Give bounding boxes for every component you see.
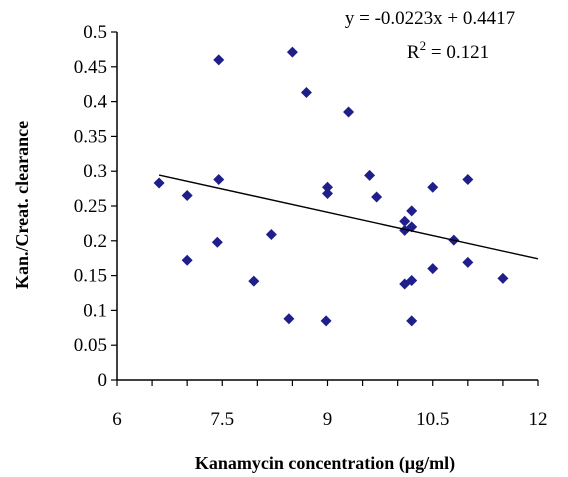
r-squared-value: = 0.121 [426,42,489,63]
y-tick-label: 0.15 [74,266,107,287]
x-axis-ticks: 6 7.5 9 10.5 12 [112,380,548,430]
y-axis-ticks: 0 0.05 0.1 0.15 0.2 0.25 0.3 0.35 0.4 0.45 0.5 [74,22,117,391]
data-point [213,174,225,186]
data-point [406,205,418,217]
y-tick-label: 0.25 [74,196,107,217]
data-point [213,54,225,66]
trend-line [158,174,539,260]
y-axis-title: Kan./Creat. clearance [12,121,32,289]
data-point [181,254,193,266]
y-tick-label: 0.1 [83,300,107,321]
data-point [462,174,474,186]
r-squared-prefix: R [407,42,420,63]
data-point [399,215,411,227]
data-point [462,256,474,268]
data-point [283,313,295,325]
data-point [248,275,260,287]
y-tick-label: 0 [98,370,108,391]
data-point [322,187,333,199]
x-tick-label: 10.5 [416,409,449,430]
data-points [153,46,509,327]
data-point [343,106,355,118]
data-point [265,229,277,241]
data-point [153,177,165,189]
r-squared-label: R2 = 0.121 [407,38,489,63]
trend-equation: y = -0.0223x + 0.4417 [345,8,515,29]
data-point [181,190,193,202]
y-tick-label: 0.35 [74,126,107,147]
data-point [406,315,418,327]
y-tick-label: 0.05 [74,335,107,356]
x-axis-title: Kanamycin concentration (µg/ml) [195,453,455,474]
data-point [406,274,418,286]
data-point [497,272,509,284]
data-point [286,46,298,58]
x-tick-label: 7.5 [210,409,234,430]
data-point [300,87,312,99]
data-point [427,263,439,275]
y-tick-label: 0.4 [83,92,107,113]
data-point [211,236,223,248]
y-tick-label: 0.2 [83,231,107,252]
data-point [364,169,376,181]
y-tick-label: 0.3 [83,161,107,182]
data-point [320,315,332,327]
x-tick-label: 12 [529,409,548,430]
y-tick-label: 0.5 [83,22,107,43]
x-tick-label: 9 [323,409,333,430]
x-tick-label: 6 [112,409,122,430]
data-point [427,181,439,193]
data-point [371,191,383,203]
r-squared-superscript: 2 [420,38,427,53]
y-tick-label: 0.45 [74,57,107,78]
data-point [322,181,333,193]
